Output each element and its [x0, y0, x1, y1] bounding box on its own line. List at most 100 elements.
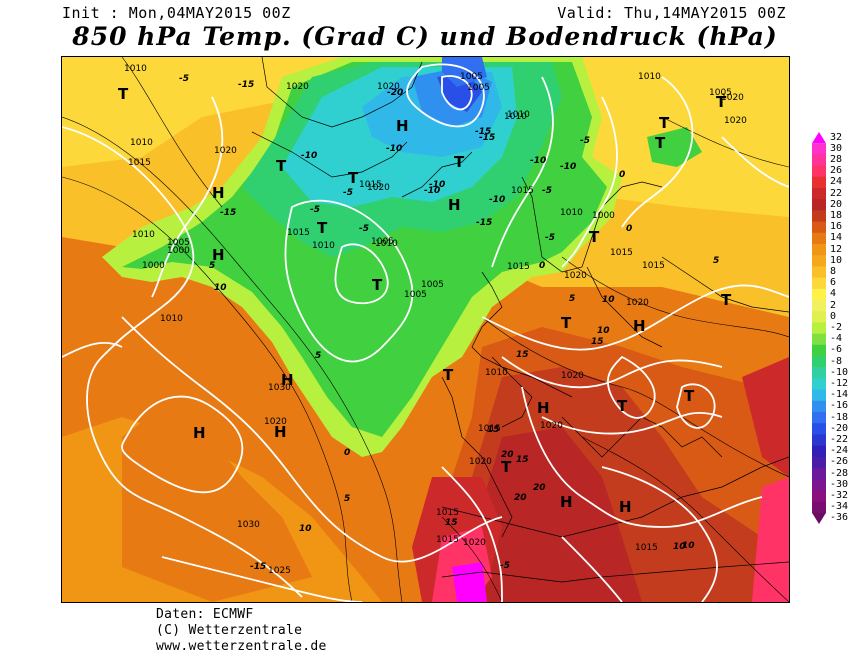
scale-swatch	[812, 255, 826, 267]
low-pressure-mark: T	[317, 219, 328, 237]
isotherm-label: 10	[214, 283, 227, 293]
isotherm-label: -15	[238, 80, 254, 90]
high-pressure-mark: H	[560, 493, 573, 511]
isobar-label: 1015	[436, 508, 459, 518]
scale-label: 16	[830, 221, 843, 233]
low-pressure-mark: T	[659, 114, 670, 132]
isobar-label: 1020	[469, 457, 492, 467]
scale-swatch	[812, 490, 826, 503]
isobar-label: 1015	[635, 543, 658, 553]
scale-swatch	[812, 389, 826, 402]
low-pressure-mark: T	[589, 228, 600, 246]
scale-label: 30	[830, 142, 843, 154]
scale-swatch	[812, 512, 826, 524]
isobar-label: 1030	[237, 520, 260, 530]
scale-label: 20	[830, 198, 843, 210]
scale-label: -20	[830, 422, 849, 434]
isotherm-label: -5	[179, 74, 189, 84]
isotherm-label: 5	[713, 256, 719, 266]
scale-label: -10	[830, 366, 849, 378]
color-scale-labels: 32 30 28 26 24 22 20 18 16 14 12 10 8 6 4 2 0 -2 -4 -6 -8 -10…	[830, 132, 850, 524]
isotherm-label: -15	[479, 133, 495, 143]
low-pressure-mark: T	[655, 134, 666, 152]
chart-title: 850 hPa Temp. (Grad C) und Bodendruck (h…	[72, 22, 778, 51]
isobar-label: 1000	[142, 261, 165, 271]
isotherm-label: 15	[487, 425, 500, 435]
scale-label: -12	[830, 378, 849, 389]
high-pressure-mark: H	[619, 498, 632, 516]
isobar-label: 1010	[485, 368, 508, 378]
isobar-label: 1015	[128, 158, 151, 168]
isobar-label: 1015	[511, 186, 534, 196]
isobar-label: 1020	[367, 183, 390, 193]
low-pressure-mark: T	[561, 314, 572, 332]
isotherm-label: -10	[301, 151, 317, 161]
isotherm-label: -5	[500, 561, 510, 571]
isotherm-label: 0	[626, 224, 632, 234]
isotherm-label: 0	[539, 261, 545, 271]
high-pressure-mark: H	[274, 423, 287, 441]
coastlines	[251, 57, 789, 583]
isotherm-label: 10	[597, 326, 610, 336]
scale-label: -16	[830, 400, 849, 412]
isotherm-label: 0	[344, 448, 350, 458]
scale-swatch	[812, 501, 826, 514]
isobar-label: 1020	[540, 421, 563, 431]
scale-label: 32	[830, 131, 843, 143]
isobar-label: 1020	[724, 116, 747, 126]
scale-swatch	[812, 344, 826, 357]
scale-swatch	[812, 154, 826, 167]
high-pressure-mark: H	[396, 117, 409, 135]
scale-label: -24	[830, 445, 849, 457]
high-pressure-mark: H	[212, 246, 225, 264]
low-pressure-mark: T	[443, 366, 454, 384]
isobar-label: 1020	[463, 538, 486, 548]
isotherm-label: -10	[560, 162, 576, 172]
temperature-fill	[62, 57, 789, 602]
scale-swatch	[812, 132, 826, 144]
isobar-label: 1020	[286, 82, 309, 92]
scale-label: -2	[830, 322, 843, 333]
isobar-label: 1000	[592, 211, 615, 221]
isobar-label: 1020	[561, 371, 584, 381]
scale-swatch	[812, 434, 826, 447]
isobar-label: 1020	[626, 298, 649, 308]
website-link[interactable]: www.wetterzentrale.de	[156, 639, 327, 654]
isotherm-label: 5	[209, 261, 215, 271]
scale-label: 14	[830, 232, 843, 244]
isotherm-label: -15	[475, 127, 491, 137]
isotherm-label: 10	[682, 541, 695, 551]
isotherm-label: -15	[220, 208, 236, 218]
scale-label: 12	[830, 243, 843, 255]
isobar-label: 1015	[642, 261, 665, 271]
scale-swatch	[812, 356, 826, 368]
scale-label: -36	[830, 512, 849, 524]
isotherm-label: 15	[516, 455, 529, 465]
isobar-label: 1000	[167, 246, 190, 256]
isobar-label: 1005	[404, 290, 427, 300]
isobar-label: 1015	[436, 535, 459, 545]
temperature-isotherms	[62, 63, 789, 602]
scale-swatch	[812, 210, 826, 223]
isotherm-label: -10	[530, 156, 546, 166]
scale-swatch	[812, 367, 826, 379]
isobar-label: 1005	[460, 72, 483, 82]
valid-time: Valid: Thu,14MAY2015 00Z	[557, 4, 786, 22]
scale-swatch	[812, 143, 826, 155]
scale-swatch	[812, 300, 826, 312]
isotherm-label: -10	[386, 144, 402, 154]
isobar-label: 1020	[264, 417, 287, 427]
isotherm-label: 10	[673, 542, 686, 552]
isobar-label: 1005	[421, 280, 444, 290]
scale-swatch	[812, 277, 826, 290]
scale-swatch	[812, 176, 826, 189]
isotherm-label: 20	[533, 483, 546, 493]
isobar-label: 1015	[610, 248, 633, 258]
pressure-isobars	[62, 57, 789, 602]
isotherm-label: 5	[315, 351, 321, 361]
isobar-label: 1020	[721, 93, 744, 103]
scale-label: 2	[830, 299, 837, 311]
low-pressure-mark: T	[348, 169, 359, 187]
isobar-label: 1010	[638, 72, 661, 82]
isotherm-label: 15	[591, 337, 604, 347]
